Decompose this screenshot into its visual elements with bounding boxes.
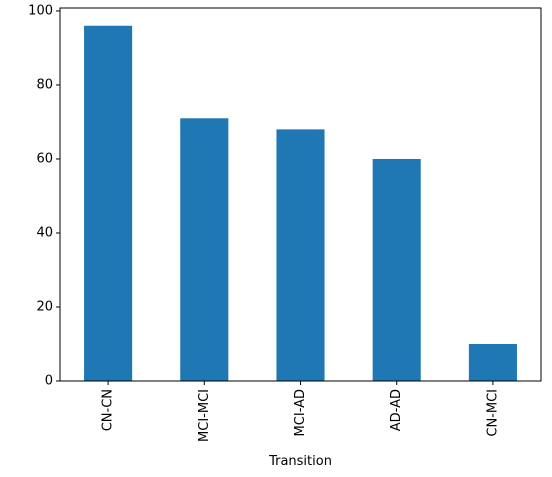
bars-group <box>84 25 517 382</box>
bar-cn-mci <box>468 343 517 381</box>
x-tick-label: CN-MCI <box>485 389 500 437</box>
x-tick-label: CN-CN <box>101 389 116 431</box>
x-axis-ticks: CN-CN MCI-MCI MCI-AD AD-AD CN-MCI <box>101 381 500 442</box>
x-tick-label: MCI-MCI <box>197 389 212 442</box>
y-tick-label: 100 <box>28 3 53 18</box>
x-axis-label: Transition <box>268 454 332 469</box>
x-tick-label: AD-AD <box>389 389 404 431</box>
y-axis-ticks: 0 20 40 60 80 100 <box>28 3 60 389</box>
x-tick-label: MCI-AD <box>293 389 308 436</box>
bar-ad-ad <box>372 158 421 381</box>
y-tick-label: 20 <box>36 299 53 314</box>
plot-frame <box>59 7 542 382</box>
bar-mci-mci <box>180 118 229 382</box>
y-tick-label: 40 <box>36 225 53 240</box>
y-tick-label: 60 <box>36 151 53 166</box>
y-tick-label: 0 <box>45 374 53 389</box>
y-tick-label: 80 <box>36 77 53 92</box>
bar-cn-cn <box>84 25 133 382</box>
bar-mci-ad <box>276 129 325 381</box>
